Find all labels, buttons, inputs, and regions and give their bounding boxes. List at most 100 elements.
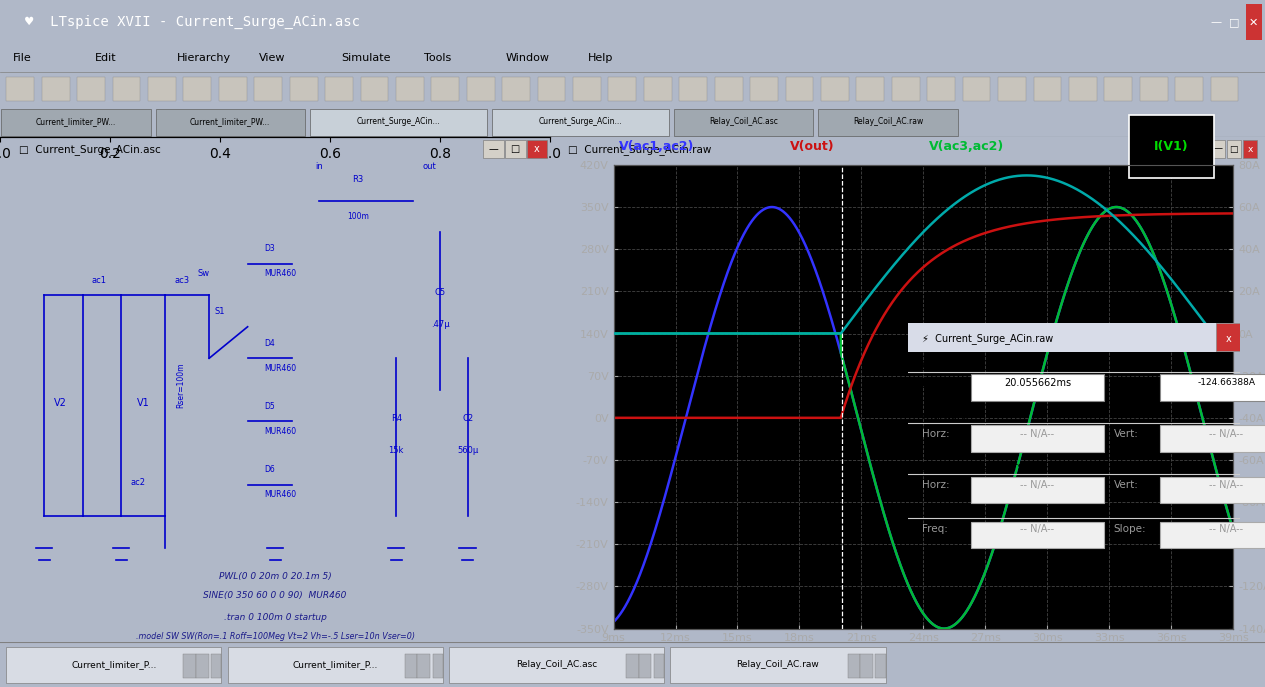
Bar [211,653,221,678]
Bar [361,77,388,101]
Text: out: out [423,162,436,171]
Text: Diff (Cursor2 - Cursor1): Diff (Cursor2 - Cursor1) [921,462,1044,472]
Text: Relay_Coil_AC.raw: Relay_Coil_AC.raw [736,660,820,669]
Bar [433,653,443,678]
Text: Current_limiter_P...: Current_limiter_P... [71,660,157,669]
Text: .47µ: .47µ [431,319,449,329]
Text: Current_limiter_P...: Current_limiter_P... [292,660,378,669]
Bar [1160,521,1265,548]
Text: .tran 0 100m 0 startup: .tran 0 100m 0 startup [224,613,326,622]
Text: -- N/A--: -- N/A-- [1021,480,1055,491]
Text: —: — [1211,17,1221,27]
Text: .model SW SW(Ron=.1 Roff=100Meg Vt=2 Vh=-.5 Lser=10n Vser=0): .model SW SW(Ron=.1 Roff=100Meg Vt=2 Vh=… [135,632,415,641]
Text: Hierarchy: Hierarchy [177,54,231,63]
Text: V(out): V(out) [789,140,834,153]
Bar [1104,77,1132,101]
Text: -124.66388A: -124.66388A [1198,378,1255,387]
Bar [1243,140,1257,159]
Bar [1034,77,1061,101]
Bar [290,77,318,101]
Text: File: File [13,54,32,63]
Text: x: x [1226,334,1231,344]
Bar [998,77,1026,101]
Text: -- N/A--: -- N/A-- [1209,429,1243,439]
Bar [670,647,886,683]
Text: ac3: ac3 [175,275,190,284]
Text: Current_Surge_ACin...: Current_Surge_ACin... [539,117,622,126]
Text: in: in [315,162,323,171]
Bar [679,77,707,101]
Text: C5: C5 [435,288,445,297]
Text: C2: C2 [462,414,473,423]
Bar [1211,140,1225,159]
Text: Edit: Edit [95,54,116,63]
Bar [417,653,430,678]
Bar [467,77,495,101]
Text: ✕: ✕ [1249,17,1259,27]
Text: R4: R4 [391,414,402,423]
Text: —: — [488,144,498,154]
Text: Relay_Coil_AC.raw: Relay_Coil_AC.raw [853,117,923,126]
Bar [892,77,920,101]
Text: □: □ [511,144,520,154]
Bar [219,77,247,101]
Bar [626,653,639,678]
Text: SINE(0 350 60 0 0 90)  MUR460: SINE(0 350 60 0 0 90) MUR460 [204,591,347,600]
Bar [1175,77,1203,101]
Text: □  Current_Surge_ACin.raw: □ Current_Surge_ACin.raw [568,144,711,155]
Text: Horz:: Horz: [921,429,949,439]
Text: 560µ: 560µ [457,446,478,455]
Bar [715,77,743,101]
Bar [42,77,70,101]
Text: V(ac3,ac2): V(ac3,ac2) [930,140,1004,153]
Bar [1,109,151,136]
Text: View: View [259,54,286,63]
Text: D5: D5 [264,402,275,411]
Bar [972,521,1104,548]
Text: Rser=100m: Rser=100m [176,362,185,407]
Bar [196,653,209,678]
Bar [963,77,990,101]
Text: Current_limiter_PW...: Current_limiter_PW... [190,117,271,126]
Text: Slope:: Slope: [1113,524,1146,534]
Text: Vert:: Vert: [1113,378,1138,387]
Bar [927,77,955,101]
Bar [821,77,849,101]
Bar [6,77,34,101]
Text: R3: R3 [352,174,363,183]
Text: MUR460: MUR460 [264,427,297,436]
Text: □: □ [1230,144,1238,154]
Bar [875,653,885,678]
Bar [750,77,778,101]
Bar [644,77,672,101]
Text: -- N/A--: -- N/A-- [1209,480,1243,491]
Bar [254,77,282,101]
Text: D6: D6 [264,465,275,474]
Text: Relay_Coil_AC.asc: Relay_Coil_AC.asc [710,117,778,126]
Bar [431,77,459,101]
Bar [528,140,548,159]
Bar [156,109,305,136]
Text: ♥  LTspice XVII - Current_Surge_ACin.asc: ♥ LTspice XVII - Current_Surge_ACin.asc [25,15,361,30]
Text: Window: Window [506,54,550,63]
Text: —: — [1213,144,1222,154]
Text: x: x [1247,144,1252,154]
Text: Freq:: Freq: [921,524,947,534]
Bar [654,653,664,678]
Bar [1227,140,1241,159]
Text: Horz:: Horz: [921,378,949,387]
Bar [538,77,565,101]
Bar [573,77,601,101]
Text: Current_limiter_PW...: Current_limiter_PW... [35,117,116,126]
Bar [405,653,417,678]
Bar [1069,77,1097,101]
Bar [6,647,221,683]
Text: I(V1): I(V1) [1154,140,1189,153]
Bar [1211,77,1238,101]
Text: Sw: Sw [197,269,210,278]
Text: 100m: 100m [347,212,368,221]
Text: I(V1): I(V1) [1199,361,1227,371]
Text: MUR460: MUR460 [264,269,297,278]
Text: ⚡  Current_Surge_ACin.raw: ⚡ Current_Surge_ACin.raw [921,333,1052,344]
Bar [183,653,196,678]
